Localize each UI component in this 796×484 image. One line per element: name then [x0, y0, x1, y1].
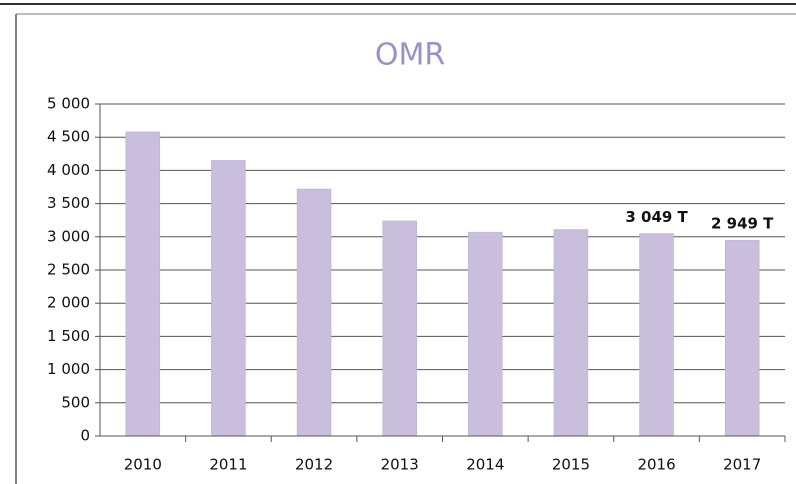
- bar: [382, 220, 417, 437]
- y-tick-label: 4 500: [47, 128, 90, 146]
- data-label: 3 049 T: [625, 208, 688, 226]
- x-tick-label: 2013: [381, 456, 419, 474]
- x-tick-label: 2017: [723, 456, 761, 474]
- y-tick-label: 5 000: [47, 95, 90, 113]
- x-tick-label: 2016: [637, 456, 675, 474]
- y-tick-label: 1 500: [47, 327, 90, 345]
- y-tick-label: 0: [80, 427, 90, 445]
- y-tick-label: 4 000: [47, 161, 90, 179]
- bar: [468, 231, 503, 437]
- bar: [296, 188, 332, 437]
- y-tick-label: 3 000: [47, 227, 90, 245]
- y-tick-label: 2 000: [47, 294, 90, 312]
- y-tick-label: 1 000: [47, 360, 90, 378]
- bar: [724, 239, 760, 437]
- bar: [553, 229, 589, 437]
- x-tick-label: 2011: [209, 456, 247, 474]
- y-tick-label: 500: [61, 393, 90, 411]
- x-tick-label: 2012: [295, 456, 333, 474]
- x-tick-label: 2014: [466, 456, 504, 474]
- bar: [125, 131, 161, 437]
- chart-title: OMR: [375, 38, 445, 73]
- data-label: 2 949 T: [711, 215, 774, 233]
- bar: [211, 160, 246, 437]
- x-tick-label: 2010: [124, 456, 162, 474]
- y-tick-label: 3 500: [47, 194, 90, 212]
- bar: [639, 233, 674, 437]
- x-tick-label: 2015: [552, 456, 590, 474]
- y-tick-label: 2 500: [47, 261, 90, 279]
